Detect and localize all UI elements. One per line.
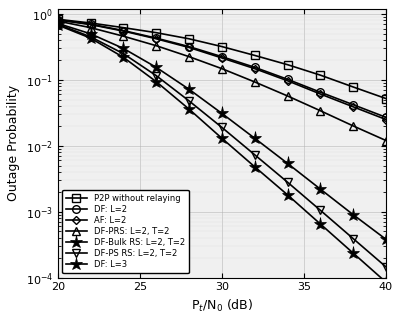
DF: L=3: (28, 0.036): L=3: (28, 0.036) [187, 107, 192, 111]
P2P without relaying [252, 54, 257, 57]
AF: L=2: (30, 0.215): L=2: (30, 0.215) [220, 56, 224, 60]
P2P without relaying [318, 73, 323, 77]
DF-Bulk RS: L=2, T=2: (30, 0.031): L=2, T=2: (30, 0.031) [220, 111, 224, 115]
DF-PRS: L=2, T=2: (26, 0.33): L=2, T=2: (26, 0.33) [154, 44, 158, 48]
DF-PRS: L=2, T=2: (38, 0.02): L=2, T=2: (38, 0.02) [351, 124, 356, 128]
Line: DF-PRS: L=2, T=2: DF-PRS: L=2, T=2 [54, 17, 390, 144]
DF: L=2: (36, 0.065): L=2: (36, 0.065) [318, 90, 323, 94]
DF-PRS: L=2, T=2: (30, 0.148): L=2, T=2: (30, 0.148) [220, 67, 224, 71]
Line: DF-Bulk RS: L=2, T=2: DF-Bulk RS: L=2, T=2 [51, 17, 392, 246]
AF: L=2: (26, 0.42): L=2: (26, 0.42) [154, 37, 158, 41]
DF-PRS: L=2, T=2: (22, 0.62): L=2, T=2: (22, 0.62) [88, 26, 93, 30]
P2P without relaying [121, 26, 126, 30]
P2P without relaying [351, 85, 356, 89]
DF-PRS: L=2, T=2: (24, 0.46): L=2, T=2: (24, 0.46) [121, 34, 126, 38]
Line: AF: L=2: AF: L=2 [54, 17, 389, 123]
AF: L=2: (38, 0.039): L=2: (38, 0.039) [351, 105, 356, 109]
DF-PS RS: L=2, T=2: (24, 0.25): L=2, T=2: (24, 0.25) [121, 52, 126, 56]
AF: L=2: (40, 0.025): L=2: (40, 0.025) [384, 117, 388, 121]
DF-Bulk RS: L=2, T=2: (32, 0.013): L=2, T=2: (32, 0.013) [252, 136, 257, 140]
AF: L=2: (20, 0.81): L=2: (20, 0.81) [55, 18, 60, 22]
DF-PS RS: L=2, T=2: (40, 0.000145): L=2, T=2: (40, 0.000145) [384, 265, 388, 269]
DF-PS RS: L=2, T=2: (20, 0.7): L=2, T=2: (20, 0.7) [55, 22, 60, 26]
P2P without relaying [88, 21, 93, 25]
DF-Bulk RS: L=2, T=2: (26, 0.155): L=2, T=2: (26, 0.155) [154, 65, 158, 69]
DF-Bulk RS: L=2, T=2: (28, 0.072): L=2, T=2: (28, 0.072) [187, 87, 192, 91]
AF: L=2: (22, 0.69): L=2: (22, 0.69) [88, 23, 93, 27]
AF: L=2: (36, 0.061): L=2: (36, 0.061) [318, 92, 323, 96]
DF-PS RS: L=2, T=2: (36, 0.00105): L=2, T=2: (36, 0.00105) [318, 208, 323, 212]
DF: L=2: (20, 0.82): L=2: (20, 0.82) [55, 18, 60, 22]
DF-PRS: L=2, T=2: (36, 0.034): L=2, T=2: (36, 0.034) [318, 109, 323, 113]
DF: L=3: (36, 0.00065): L=3: (36, 0.00065) [318, 222, 323, 226]
P2P without relaying [220, 45, 224, 48]
DF: L=3: (40, 8.5e-05): L=3: (40, 8.5e-05) [384, 280, 388, 284]
DF-PS RS: L=2, T=2: (32, 0.0073): L=2, T=2: (32, 0.0073) [252, 153, 257, 157]
AF: L=2: (28, 0.31): L=2: (28, 0.31) [187, 46, 192, 49]
DF: L=2: (24, 0.56): L=2: (24, 0.56) [121, 29, 126, 32]
Line: P2P without relaying: P2P without relaying [54, 15, 390, 102]
DF-Bulk RS: L=2, T=2: (22, 0.5): L=2, T=2: (22, 0.5) [88, 32, 93, 36]
P2P without relaying [187, 37, 192, 41]
P2P without relaying [154, 31, 158, 35]
Line: DF-PS RS: L=2, T=2: DF-PS RS: L=2, T=2 [54, 20, 390, 271]
DF-Bulk RS: L=2, T=2: (36, 0.0022): L=2, T=2: (36, 0.0022) [318, 187, 323, 191]
P2P without relaying [55, 17, 60, 21]
DF-PRS: L=2, T=2: (34, 0.057): L=2, T=2: (34, 0.057) [285, 94, 290, 98]
DF-Bulk RS: L=2, T=2: (24, 0.3): L=2, T=2: (24, 0.3) [121, 47, 126, 50]
DF-PS RS: L=2, T=2: (38, 0.00039): L=2, T=2: (38, 0.00039) [351, 237, 356, 240]
DF: L=2: (22, 0.7): L=2: (22, 0.7) [88, 22, 93, 26]
DF: L=3: (22, 0.43): L=3: (22, 0.43) [88, 36, 93, 40]
DF: L=2: (40, 0.027): L=2: (40, 0.027) [384, 116, 388, 119]
AF: L=2: (34, 0.097): L=2: (34, 0.097) [285, 79, 290, 82]
DF-PRS: L=2, T=2: (40, 0.012): L=2, T=2: (40, 0.012) [384, 139, 388, 143]
DF: L=3: (20, 0.68): L=3: (20, 0.68) [55, 23, 60, 27]
AF: L=2: (32, 0.148): L=2: (32, 0.148) [252, 67, 257, 71]
DF-PS RS: L=2, T=2: (22, 0.45): L=2, T=2: (22, 0.45) [88, 35, 93, 39]
DF-PRS: L=2, T=2: (32, 0.093): L=2, T=2: (32, 0.093) [252, 80, 257, 84]
Line: DF: L=2: DF: L=2 [54, 16, 390, 121]
DF-PRS: L=2, T=2: (28, 0.225): L=2, T=2: (28, 0.225) [187, 55, 192, 58]
DF: L=3: (38, 0.000235): L=3: (38, 0.000235) [351, 251, 356, 255]
DF-PS RS: L=2, T=2: (34, 0.0028): L=2, T=2: (34, 0.0028) [285, 180, 290, 184]
DF: L=2: (34, 0.102): L=2: (34, 0.102) [285, 77, 290, 81]
Y-axis label: Outage Probability: Outage Probability [7, 85, 20, 201]
Line: DF: L=3: DF: L=3 [51, 18, 392, 289]
DF: L=3: (32, 0.0048): L=3: (32, 0.0048) [252, 165, 257, 169]
DF-PS RS: L=2, T=2: (30, 0.019): L=2, T=2: (30, 0.019) [220, 126, 224, 129]
DF: L=2: (30, 0.225): L=2: (30, 0.225) [220, 55, 224, 58]
DF: L=3: (30, 0.013): L=3: (30, 0.013) [220, 136, 224, 140]
DF: L=2: (26, 0.43): L=2: (26, 0.43) [154, 36, 158, 40]
DF: L=2: (28, 0.32): L=2: (28, 0.32) [187, 45, 192, 48]
DF: L=3: (26, 0.094): L=3: (26, 0.094) [154, 80, 158, 83]
DF-Bulk RS: L=2, T=2: (38, 0.0009): L=2, T=2: (38, 0.0009) [351, 213, 356, 217]
P2P without relaying [285, 63, 290, 66]
AF: L=2: (24, 0.55): L=2: (24, 0.55) [121, 29, 126, 33]
P2P without relaying [384, 97, 388, 100]
X-axis label: P$_t$/N$_0$ (dB): P$_t$/N$_0$ (dB) [191, 298, 253, 314]
DF-PS RS: L=2, T=2: (26, 0.116): L=2, T=2: (26, 0.116) [154, 74, 158, 78]
Legend: P2P without relaying, DF: L=2, AF: L=2, DF-PRS: L=2, T=2, DF-Bulk RS: L=2, T=2, : P2P without relaying, DF: L=2, AF: L=2, … [62, 189, 189, 273]
DF: L=2: (32, 0.155): L=2: (32, 0.155) [252, 65, 257, 69]
DF-PS RS: L=2, T=2: (28, 0.048): L=2, T=2: (28, 0.048) [187, 99, 192, 103]
DF-Bulk RS: L=2, T=2: (34, 0.0054): L=2, T=2: (34, 0.0054) [285, 161, 290, 165]
DF-Bulk RS: L=2, T=2: (40, 0.00038): L=2, T=2: (40, 0.00038) [384, 238, 388, 241]
DF: L=3: (34, 0.0018): L=3: (34, 0.0018) [285, 193, 290, 197]
DF-Bulk RS: L=2, T=2: (20, 0.72): L=2, T=2: (20, 0.72) [55, 22, 60, 25]
DF: L=2: (38, 0.042): L=2: (38, 0.042) [351, 103, 356, 107]
DF-PRS: L=2, T=2: (20, 0.78): L=2, T=2: (20, 0.78) [55, 19, 60, 23]
DF: L=3: (24, 0.22): L=3: (24, 0.22) [121, 55, 126, 59]
